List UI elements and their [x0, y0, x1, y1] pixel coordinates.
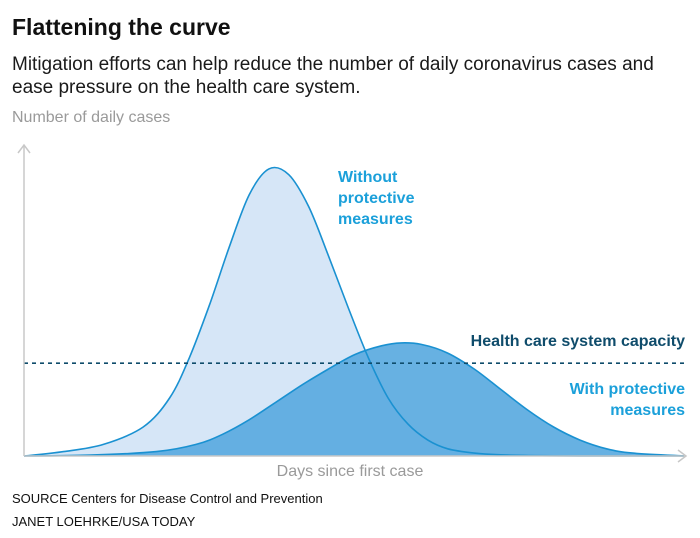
- label-capacity: Health care system capacity: [470, 333, 685, 350]
- x-axis-arrow: [677, 449, 688, 463]
- y-axis-label: Number of daily cases: [12, 109, 171, 126]
- y-axis-arrow: [17, 143, 31, 154]
- credit-note: JANET LOEHRKE/USA TODAY: [12, 514, 196, 529]
- label-with-protective-measures: With protective measures: [569, 381, 685, 419]
- curve-with-protective-measures: [23, 342, 687, 457]
- x-axis-label: Days since first case: [276, 463, 424, 480]
- area-without-protective-measures: [24, 167, 686, 456]
- label-without-protective-measures: Without protective measures: [338, 169, 415, 228]
- curve-without-protective-measures: [23, 166, 686, 457]
- source-note: SOURCE Centers for Disease Control and P…: [12, 491, 323, 506]
- area-with-protective-measures: [24, 342, 686, 456]
- chart-subtitle: Mitigation efforts can help reduce the n…: [12, 54, 654, 98]
- chart-title: Flattening the curve: [12, 14, 231, 40]
